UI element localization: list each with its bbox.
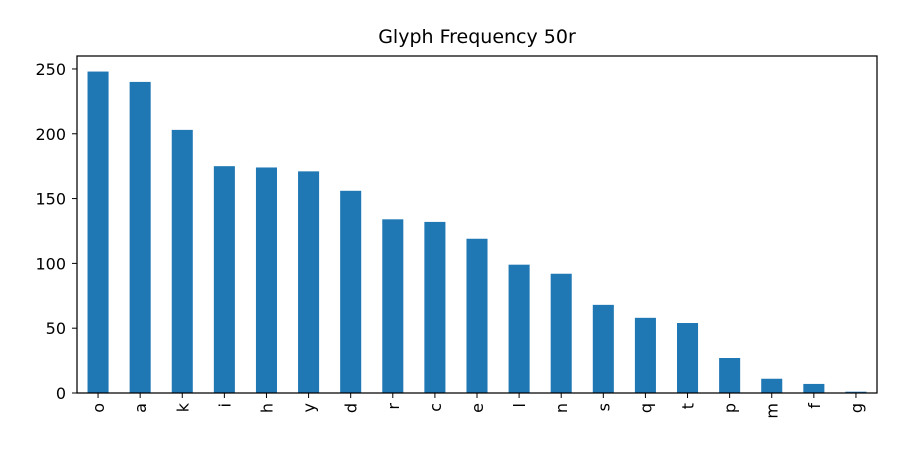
x-tick-label: f — [805, 403, 824, 409]
y-tick-label: 200 — [35, 125, 66, 144]
y-tick-label: 250 — [35, 60, 66, 79]
x-tick-label: g — [847, 403, 866, 413]
x-tick-label: q — [636, 403, 655, 413]
y-tick-label: 50 — [46, 319, 66, 338]
x-tick-label: h — [257, 403, 276, 413]
y-tick-label: 0 — [56, 384, 66, 403]
plot-frame — [76, 55, 878, 394]
x-tick-label: o — [89, 403, 108, 413]
bar-p — [719, 358, 741, 393]
bar-a — [129, 81, 151, 394]
bar-h — [255, 167, 277, 393]
x-tick-label: a — [131, 403, 150, 413]
x-tick-label: l — [510, 403, 529, 407]
bar-n — [550, 273, 572, 393]
x-tick-label: m — [763, 403, 782, 419]
y-tick-label: 150 — [35, 190, 66, 209]
bar-q — [634, 317, 656, 393]
x-tick-label: d — [342, 403, 361, 413]
bar-i — [213, 166, 235, 393]
bar-r — [382, 219, 404, 393]
x-tick-label: e — [468, 403, 487, 413]
chart-title: Glyph Frequency 50r — [378, 26, 576, 48]
x-tick-label: s — [594, 403, 613, 411]
y-axis: 0 50 100 150 200 250 — [35, 60, 77, 403]
x-tick-label: i — [215, 403, 234, 407]
x-tick-label: n — [552, 403, 571, 413]
bar-f — [803, 383, 825, 393]
x-tick-label: k — [173, 402, 192, 412]
x-tick-label: r — [384, 403, 403, 410]
bar-o — [87, 71, 109, 394]
y-tick-label: 100 — [35, 254, 66, 273]
x-tick-label: c — [426, 403, 445, 412]
bar-g — [845, 391, 867, 393]
bar-m — [761, 378, 783, 393]
bar-s — [592, 304, 614, 393]
x-tick-label: p — [721, 403, 740, 413]
x-tick-label: y — [300, 403, 319, 412]
bar-d — [340, 190, 362, 393]
bar-k — [171, 129, 193, 393]
x-tick-label: t — [679, 403, 698, 409]
bar-e — [466, 238, 488, 393]
bar-l — [508, 264, 530, 393]
bar-c — [424, 221, 446, 393]
bar-t — [677, 323, 699, 393]
bar-y — [298, 171, 320, 393]
bars — [87, 71, 867, 394]
